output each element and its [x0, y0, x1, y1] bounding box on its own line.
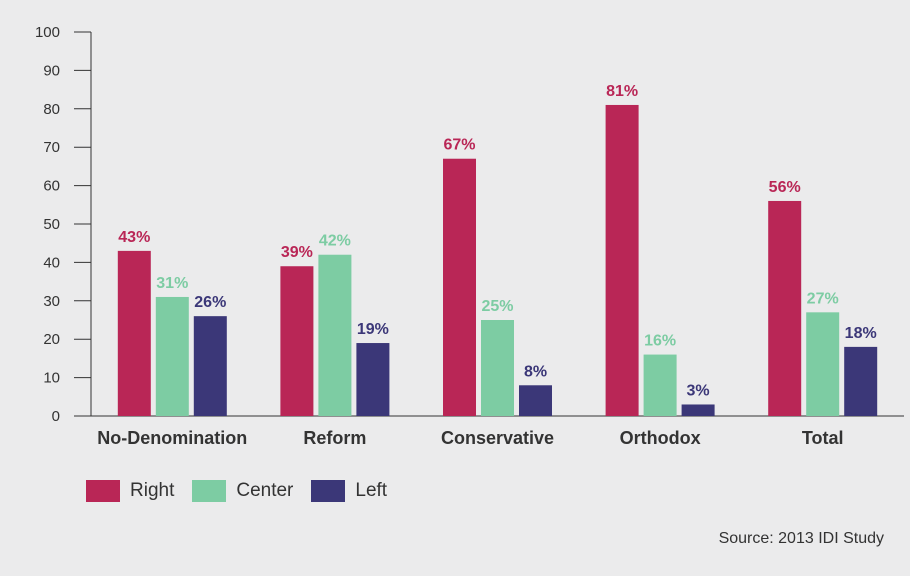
x-category-label: Total [802, 428, 844, 448]
data-label-center: 27% [807, 290, 839, 307]
legend-label-left: Left [355, 480, 388, 501]
y-tick-label: 0 [52, 408, 60, 425]
legend-item-center: Center [192, 480, 293, 502]
bar-left-1 [356, 343, 390, 416]
data-label-center: 31% [156, 275, 188, 292]
data-label-center: 42% [319, 233, 351, 250]
y-tick-label: 20 [43, 331, 60, 348]
data-label-right: 39% [281, 244, 313, 261]
y-tick-label: 60 [43, 178, 60, 195]
bar-center-0 [155, 296, 189, 416]
data-label-left: 19% [357, 321, 389, 338]
legend-item-left: Left [311, 480, 387, 502]
bar-left-2 [519, 385, 552, 416]
source-note: Source: 2013 IDI Study [718, 530, 884, 547]
legend-item-right: Right [86, 480, 174, 502]
y-tick-label: 90 [43, 62, 60, 79]
y-tick-label: 100 [35, 24, 60, 41]
bar-left-0 [193, 316, 227, 416]
data-label-right: 56% [769, 179, 801, 196]
y-tick-label: 40 [43, 254, 60, 271]
bar-right-4 [768, 200, 802, 416]
data-label-right: 67% [443, 137, 475, 154]
bar-center-4 [806, 312, 840, 416]
y-tick-label: 10 [43, 370, 60, 387]
legend-swatch-center [192, 480, 227, 502]
data-label-left: 18% [845, 325, 877, 342]
bar-right-1 [280, 266, 314, 416]
bar-center-2 [481, 320, 514, 416]
bar-right-0 [117, 250, 151, 416]
data-label-left: 3% [687, 382, 710, 399]
data-label-center: 25% [481, 298, 513, 315]
x-category-label: No-Denomination [97, 428, 247, 448]
legend-swatch-left [311, 480, 346, 502]
data-label-right: 81% [606, 83, 638, 100]
y-tick-label: 70 [43, 139, 60, 156]
x-category-label: Conservative [441, 428, 554, 448]
bar-right-2 [443, 158, 476, 416]
bar-left-4 [844, 346, 878, 416]
bar-center-1 [318, 254, 352, 416]
data-label-left: 8% [524, 363, 547, 380]
data-label-center: 16% [644, 333, 676, 350]
chart-legend: Right Center Left [86, 480, 405, 502]
y-tick-label: 30 [43, 293, 60, 310]
x-category-label: Orthodox [620, 428, 701, 448]
legend-label-right: Right [130, 480, 175, 501]
bar-right-3 [605, 104, 639, 417]
y-tick-label: 50 [43, 216, 60, 233]
x-category-label: Reform [303, 428, 366, 448]
legend-swatch-right [86, 480, 120, 502]
bar-left-3 [681, 404, 715, 416]
bar-center-3 [643, 354, 677, 416]
y-tick-label: 80 [43, 101, 60, 118]
legend-label-center: Center [236, 480, 294, 501]
data-label-right: 43% [118, 229, 150, 246]
data-label-left: 26% [194, 294, 226, 311]
